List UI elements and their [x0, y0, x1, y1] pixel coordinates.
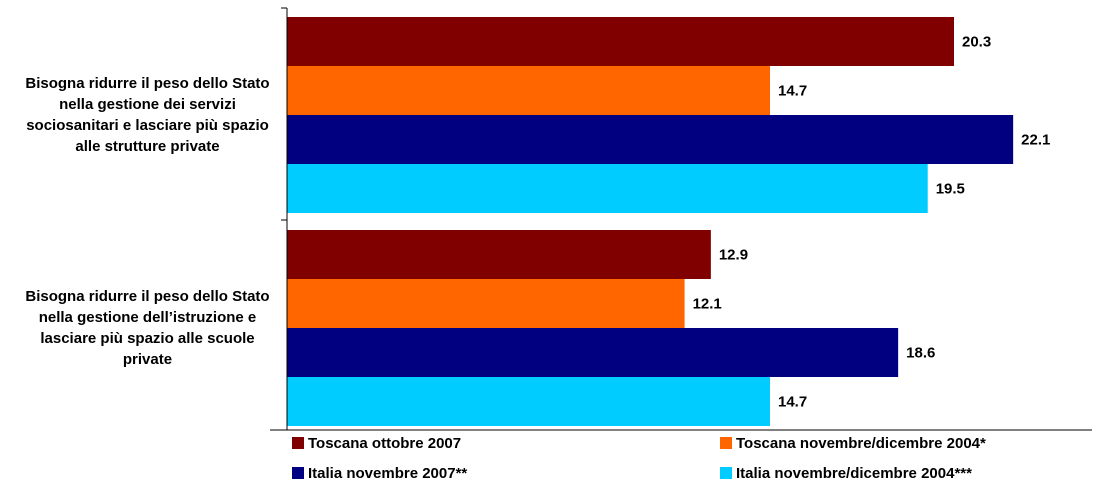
bar [287, 377, 770, 426]
bar [287, 115, 1014, 164]
bar [287, 328, 899, 377]
legend-label: Italia novembre/dicembre 2004*** [736, 465, 972, 482]
legend-label: Toscana ottobre 2007 [308, 435, 461, 452]
bar [287, 17, 954, 66]
legend-label: Italia novembre 2007** [308, 465, 467, 482]
legend-swatch [720, 467, 732, 479]
bar [287, 66, 770, 115]
data-label: 19.5 [936, 180, 965, 197]
data-label: 22.1 [1021, 131, 1050, 148]
data-label: 18.6 [906, 344, 935, 361]
category-label: Bisogna ridurre il peso dello Stato nell… [25, 288, 270, 368]
legend-label: Toscana novembre/dicembre 2004* [736, 435, 986, 452]
data-label: 14.7 [778, 82, 807, 99]
bar [287, 164, 928, 213]
data-label: 14.7 [778, 393, 807, 410]
legend-swatch [292, 437, 304, 449]
legend-swatch [720, 437, 732, 449]
data-label: 12.9 [719, 246, 748, 263]
bar [287, 230, 711, 279]
data-label: 12.1 [693, 295, 722, 312]
category-label: Bisogna ridurre il peso dello Stato nell… [25, 75, 270, 155]
data-label: 20.3 [962, 33, 991, 50]
legend-swatch [292, 467, 304, 479]
bar [287, 279, 685, 328]
